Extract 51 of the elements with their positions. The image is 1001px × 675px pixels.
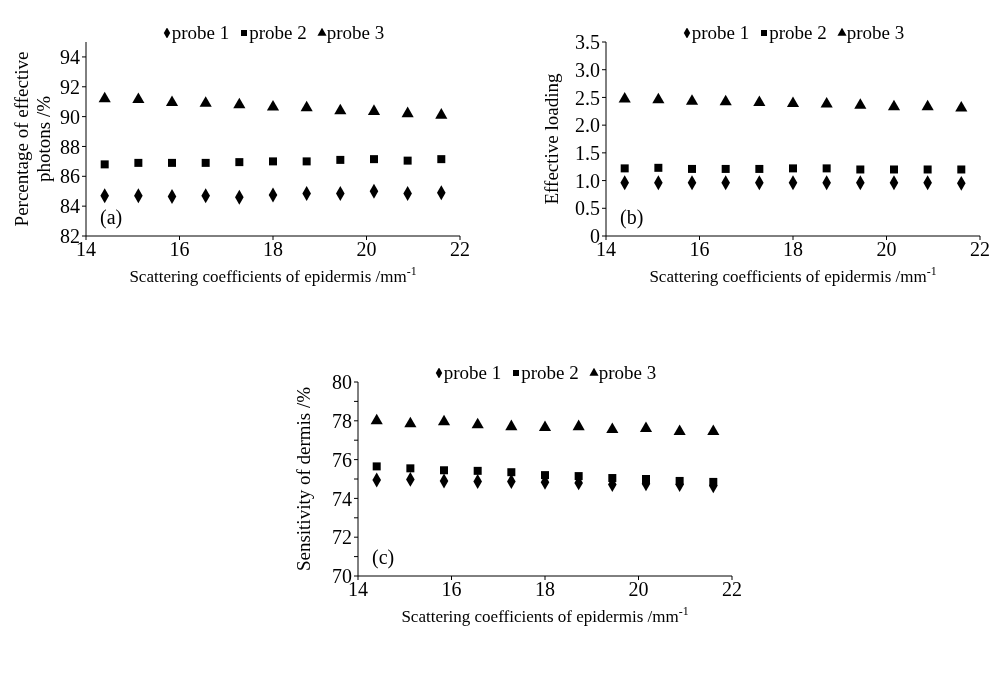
y-tick-label: 76 bbox=[332, 448, 352, 471]
x-tick-label: 18 bbox=[783, 238, 803, 261]
y-axis-title: Effective loading bbox=[541, 72, 562, 205]
y-tick-label: 74 bbox=[332, 487, 352, 510]
y-tick-label: 70 bbox=[332, 565, 352, 588]
y-tick-label: 0.5 bbox=[575, 197, 600, 220]
x-tick-label: 20 bbox=[628, 578, 649, 601]
x-tick-label: 20 bbox=[876, 238, 897, 261]
y-axis-title: Percentage of effective photons /% bbox=[11, 51, 54, 227]
legend-label: probe 1 bbox=[171, 22, 230, 44]
x-tick-label: 22 bbox=[450, 238, 470, 261]
y-tick-label: 94 bbox=[60, 46, 80, 69]
annotation: (b) bbox=[620, 206, 644, 229]
legend-label: probe 1 bbox=[691, 22, 750, 44]
y-axis-title: Sensitivity of dermis /% bbox=[293, 386, 314, 572]
legend-label: probe 1 bbox=[443, 362, 502, 384]
legend-label: probe 2 bbox=[521, 362, 579, 384]
x-tick-label: 18 bbox=[263, 238, 283, 261]
y-tick-label: 1.0 bbox=[575, 169, 600, 192]
y-tick-label: 3.5 bbox=[575, 31, 600, 54]
legend-label: probe 2 bbox=[769, 22, 827, 44]
y-tick-label: 84 bbox=[60, 195, 80, 218]
y-tick-label: 88 bbox=[60, 135, 80, 158]
x-tick-label: 16 bbox=[689, 238, 710, 261]
y-tick-label: 90 bbox=[60, 105, 80, 128]
legend-label: probe 3 bbox=[846, 22, 905, 44]
y-tick-label: 2.0 bbox=[575, 114, 600, 137]
x-axis-title: Scattering coefficients of epidermis /mm$^{-1}$ bbox=[401, 604, 689, 626]
y-tick-label: 78 bbox=[332, 409, 352, 432]
y-tick-label: 82 bbox=[60, 225, 80, 248]
y-tick-label: 86 bbox=[60, 165, 80, 188]
y-tick-label: 72 bbox=[332, 526, 352, 549]
y-tick-label: 80 bbox=[332, 371, 352, 394]
legend-label: probe 2 bbox=[249, 22, 307, 44]
annotation: (c) bbox=[372, 546, 395, 569]
annotation: (a) bbox=[100, 206, 123, 229]
legend-label: probe 3 bbox=[326, 22, 385, 44]
x-tick-label: 16 bbox=[169, 238, 190, 261]
y-tick-label: 3.0 bbox=[575, 58, 600, 81]
x-tick-label: 22 bbox=[722, 578, 742, 601]
y-tick-label: 1.5 bbox=[575, 141, 600, 164]
x-axis-title: Scattering coefficients of epidermis /mm$^{-1}$ bbox=[129, 264, 417, 286]
x-tick-label: 22 bbox=[970, 238, 990, 261]
y-tick-label: 92 bbox=[60, 75, 80, 98]
y-tick-label: 0 bbox=[590, 225, 600, 248]
legend-label: probe 3 bbox=[598, 362, 657, 384]
x-tick-label: 20 bbox=[356, 238, 377, 261]
x-tick-label: 18 bbox=[535, 578, 555, 601]
x-axis-title: Scattering coefficients of epidermis /mm$^{-1}$ bbox=[649, 264, 937, 286]
y-tick-label: 2.5 bbox=[575, 86, 600, 109]
x-tick-label: 16 bbox=[441, 578, 462, 601]
